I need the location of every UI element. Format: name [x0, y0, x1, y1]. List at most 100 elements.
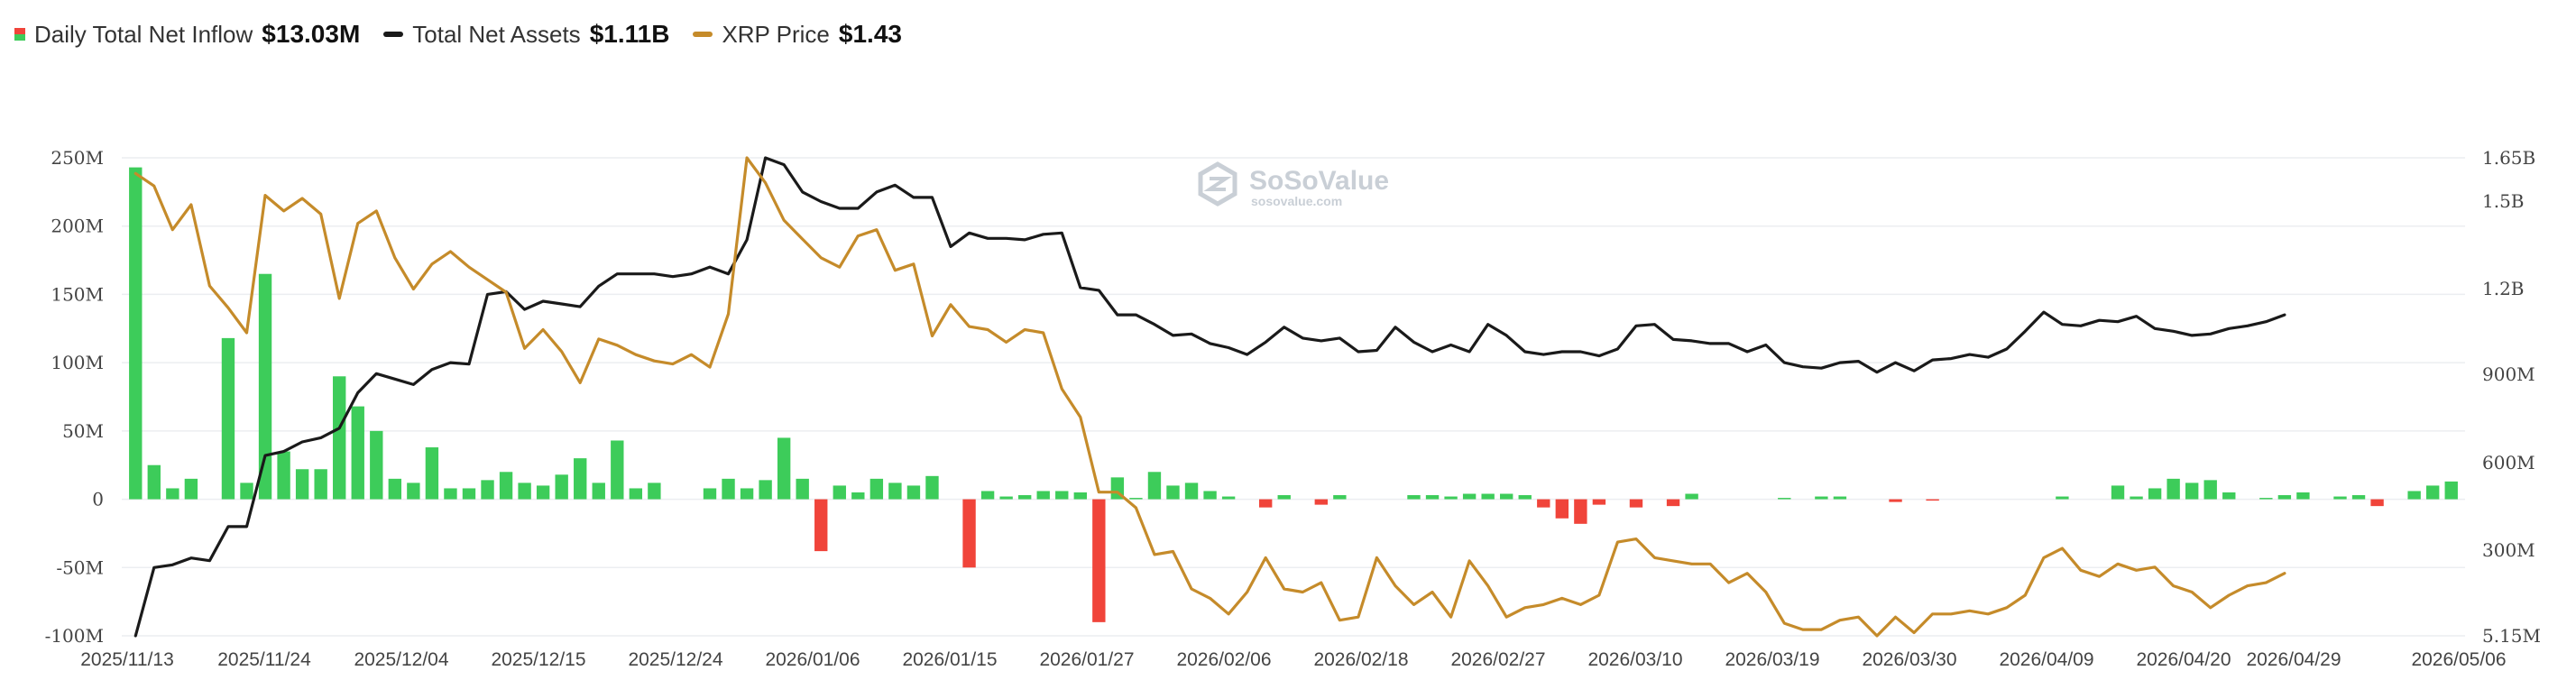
inflow-bar[interactable] — [221, 337, 235, 500]
inflow-bar[interactable] — [1407, 495, 1421, 500]
inflow-bar[interactable] — [166, 488, 179, 500]
inflow-bar[interactable] — [129, 167, 143, 500]
inflow-bar[interactable] — [536, 485, 550, 500]
inflow-bar[interactable] — [499, 472, 513, 500]
inflow-bar[interactable] — [2370, 499, 2384, 507]
inflow-bar[interactable] — [1166, 485, 1180, 500]
inflow-bar[interactable] — [2296, 492, 2310, 500]
inflow-bar[interactable] — [1092, 499, 1106, 622]
inflow-bar[interactable] — [574, 458, 587, 500]
inflow-bar[interactable] — [295, 469, 309, 500]
inflow-bar[interactable] — [2222, 492, 2236, 500]
inflow-bar[interactable] — [592, 482, 605, 500]
legend-item-inflow[interactable]: Daily Total Net Inflow $13.03M — [14, 20, 360, 49]
inflow-bar[interactable] — [2426, 485, 2440, 500]
inflow-bar[interactable] — [1833, 496, 1847, 500]
inflow-bar[interactable] — [1518, 495, 1532, 500]
legend-item-price[interactable]: XRP Price $1.43 — [693, 20, 902, 49]
legend-item-assets[interactable]: Total Net Assets $1.11B — [383, 20, 669, 49]
inflow-bar[interactable] — [1259, 499, 1273, 508]
inflow-bar[interactable] — [2056, 496, 2069, 500]
inflow-bar[interactable] — [184, 478, 198, 500]
inflow-bar[interactable] — [1203, 491, 1217, 500]
inflow-bar[interactable] — [388, 478, 402, 500]
inflow-bar[interactable] — [703, 488, 717, 500]
inflow-bar[interactable] — [1592, 499, 1606, 505]
inflow-bar[interactable] — [258, 273, 272, 500]
inflow-bar[interactable] — [2277, 495, 2292, 500]
inflow-bar[interactable] — [1778, 498, 1791, 500]
inflow-bar[interactable] — [833, 485, 846, 500]
inflow-bar[interactable] — [1073, 492, 1087, 500]
inflow-bar[interactable] — [240, 482, 253, 500]
inflow-bar[interactable] — [147, 464, 161, 500]
inflow-bar[interactable] — [2259, 498, 2273, 500]
inflow-bar[interactable] — [2333, 496, 2347, 500]
inflow-bar[interactable] — [1147, 472, 1162, 500]
inflow-bar[interactable] — [1889, 499, 1902, 502]
inflow-bar[interactable] — [1537, 499, 1550, 508]
inflow-bar[interactable] — [648, 482, 661, 500]
inflow-bar[interactable] — [629, 488, 643, 500]
inflow-bar[interactable] — [740, 488, 754, 500]
inflow-bar[interactable] — [333, 376, 346, 500]
inflow-bar[interactable] — [1685, 493, 1698, 500]
inflow-bar[interactable] — [2185, 482, 2199, 500]
inflow-bar[interactable] — [1462, 493, 1477, 500]
inflow-bar[interactable] — [370, 430, 383, 500]
inflow-bar[interactable] — [1815, 496, 1828, 500]
inflow-bar[interactable] — [869, 478, 884, 500]
inflow-bar[interactable] — [1425, 495, 1440, 500]
inflow-bar[interactable] — [481, 480, 494, 500]
inflow-bar[interactable] — [999, 496, 1013, 500]
inflow-bar[interactable] — [444, 488, 457, 500]
inflow-bar[interactable] — [1926, 499, 1939, 501]
inflow-bar[interactable] — [1036, 491, 1050, 500]
inflow-bar[interactable] — [277, 451, 290, 500]
inflow-bar[interactable] — [722, 478, 735, 500]
inflow-bar[interactable] — [2407, 491, 2421, 500]
inflow-bar[interactable] — [2351, 495, 2366, 500]
inflow-bar[interactable] — [425, 447, 439, 500]
inflow-bar[interactable] — [1444, 496, 1458, 500]
inflow-bar[interactable] — [796, 478, 809, 500]
inflow-bar[interactable] — [1629, 499, 1643, 508]
inflow-bar[interactable] — [962, 499, 976, 568]
inflow-bar[interactable] — [518, 482, 531, 500]
inflow-bar[interactable] — [1333, 495, 1347, 500]
xrp-price-line[interactable] — [133, 156, 2286, 638]
inflow-bar[interactable] — [407, 482, 420, 500]
inflow-bar[interactable] — [777, 437, 791, 500]
inflow-bar[interactable] — [2148, 488, 2162, 500]
inflow-bar[interactable] — [611, 440, 624, 500]
inflow-bar[interactable] — [2203, 480, 2217, 500]
inflow-bar[interactable] — [314, 469, 327, 500]
inflow-bar[interactable] — [888, 482, 902, 500]
inflow-bar[interactable] — [906, 485, 921, 500]
inflow-bar[interactable] — [1500, 493, 1513, 500]
inflow-bar[interactable] — [1055, 491, 1069, 500]
inflow-bar[interactable] — [1129, 498, 1143, 500]
inflow-bar[interactable] — [1666, 499, 1680, 507]
inflow-bar[interactable] — [980, 491, 995, 500]
inflow-bar[interactable] — [2111, 485, 2125, 500]
inflow-bar[interactable] — [1481, 493, 1495, 500]
inflow-bar[interactable] — [1017, 495, 1032, 500]
inflow-bar[interactable] — [555, 474, 568, 500]
inflow-bar[interactable] — [1277, 495, 1291, 500]
inflow-bar[interactable] — [2130, 496, 2143, 500]
inflow-bar[interactable] — [1184, 482, 1199, 500]
inflow-bar[interactable] — [1555, 499, 1569, 519]
inflow-bar[interactable] — [351, 406, 364, 500]
inflow-bar[interactable] — [462, 488, 476, 500]
inflow-bar[interactable] — [925, 475, 939, 500]
inflow-bar[interactable] — [814, 499, 828, 552]
inflow-bar[interactable] — [759, 480, 772, 500]
total-net-assets-line[interactable] — [133, 156, 2286, 638]
inflow-bar[interactable] — [2444, 481, 2458, 500]
inflow-bar[interactable] — [1574, 499, 1587, 524]
inflow-bar[interactable] — [1221, 496, 1236, 500]
inflow-bar[interactable] — [2167, 478, 2180, 500]
inflow-bar[interactable] — [851, 492, 865, 500]
